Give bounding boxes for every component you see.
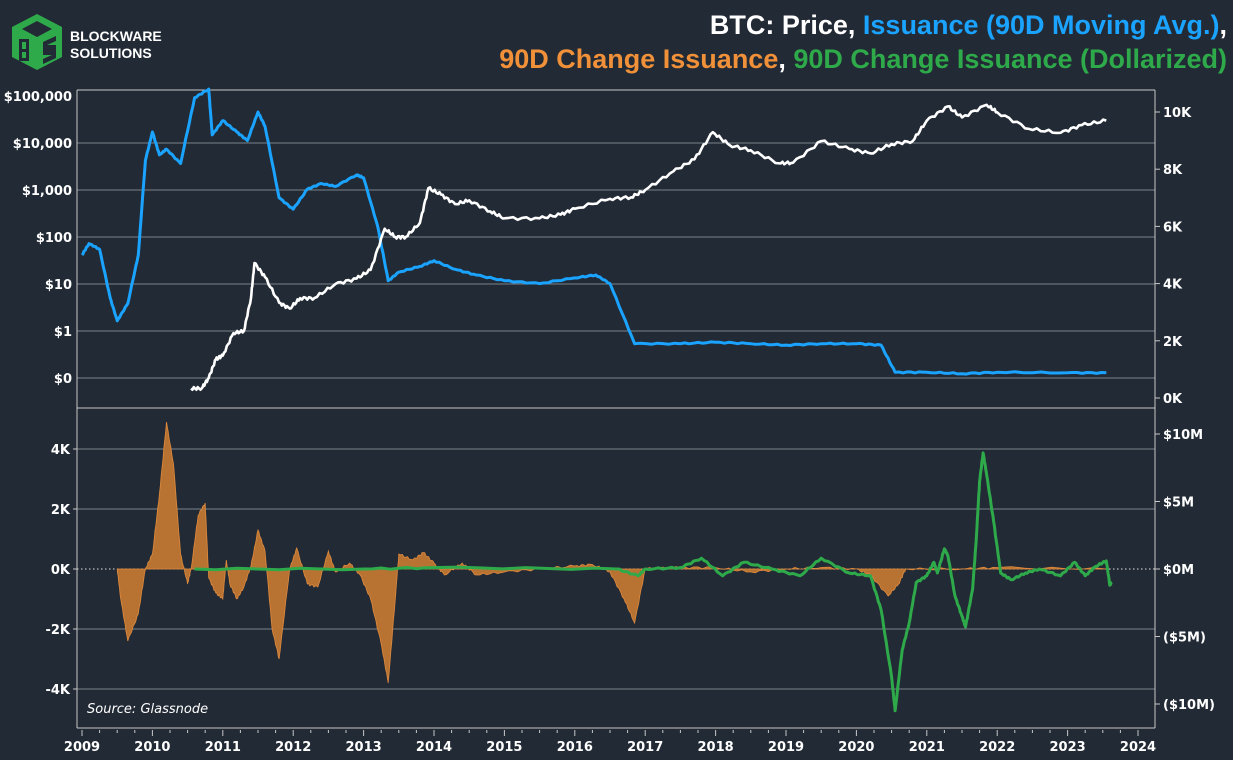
y-tick-label-right: $0M <box>1163 563 1194 578</box>
y-tick-label-right: 4K <box>1163 278 1183 293</box>
y-tick-label-right: 0K <box>1163 392 1183 407</box>
title-segment: BTC: Price, <box>709 10 863 40</box>
x-tick-label: 2019 <box>768 740 804 755</box>
y-tick-label-left: $0 <box>54 372 72 387</box>
series-90d-change-issuance-dollarized-line <box>194 451 1113 713</box>
y-tick-label-left: 4K <box>51 443 71 458</box>
chart-title-line2: 90D Change Issuance, 90D Change Issuance… <box>499 44 1227 75</box>
x-tick-label: 2022 <box>979 740 1015 755</box>
title-segment: , <box>1219 10 1227 40</box>
series-issuance-line <box>80 87 1107 376</box>
y-tick-label-left: $1 <box>54 325 72 340</box>
y-tick-label-left: $10,000 <box>13 137 72 152</box>
y-tick-label-right: 8K <box>1163 163 1183 178</box>
x-tick-label: 2013 <box>346 740 382 755</box>
y-tick-label-left: -4K <box>45 683 70 698</box>
x-tick-label: 2016 <box>557 740 593 755</box>
x-tick-label: 2010 <box>134 740 170 755</box>
x-tick-label: 2011 <box>205 740 241 755</box>
x-tick-label: 2023 <box>1050 740 1086 755</box>
series-price-line <box>190 103 1107 391</box>
x-tick-label: 2012 <box>275 740 311 755</box>
x-tick-label: 2017 <box>627 740 663 755</box>
series-90d-change-issuance-area <box>116 421 1107 684</box>
y-tick-label-right: ($5M) <box>1163 631 1206 646</box>
x-tick-label: 2020 <box>838 740 874 755</box>
title-segment: , <box>778 44 794 74</box>
x-tick-label: 2009 <box>64 740 100 755</box>
y-tick-label-left: $1,000 <box>22 184 72 199</box>
y-tick-label-right: 2K <box>1163 335 1183 350</box>
blockware-logo: BLOCKWARE SOLUTIONS <box>10 12 180 74</box>
y-tick-label-left: $10 <box>45 278 72 293</box>
title-segment: Issuance (90D Moving Avg.) <box>862 10 1220 40</box>
y-tick-label-right: $10M <box>1163 428 1203 443</box>
x-tick-label: 2014 <box>416 740 452 755</box>
y-tick-label-right: ($10M) <box>1163 698 1215 713</box>
x-tick-label: 2018 <box>698 740 734 755</box>
x-tick-label: 2021 <box>909 740 945 755</box>
cube-logo-icon: BLOCKWARE SOLUTIONS <box>12 14 162 70</box>
chart-title-line1: BTC: Price, Issuance (90D Moving Avg.), <box>710 10 1227 41</box>
y-tick-label-left: $100,000 <box>4 90 72 105</box>
y-tick-label-left: -2K <box>45 623 70 638</box>
y-tick-label-right: 6K <box>1163 220 1183 235</box>
x-tick-label: 2024 <box>1120 740 1156 755</box>
y-tick-label-right: $5M <box>1163 496 1194 511</box>
title-segment: 90D Change Issuance (Dollarized) <box>793 44 1227 74</box>
logo-line1: BLOCKWARE <box>70 28 162 44</box>
y-tick-label-left: 0K <box>51 563 71 578</box>
title-segment: 90D Change Issuance <box>499 44 779 74</box>
logo-line2: SOLUTIONS <box>70 45 152 61</box>
x-tick-label: 2015 <box>486 740 522 755</box>
source-note: Source: Glassnode <box>87 702 208 717</box>
y-tick-label-left: 2K <box>51 503 71 518</box>
y-tick-label-left: $100 <box>36 231 72 246</box>
y-tick-label-right: 10K <box>1163 106 1192 121</box>
